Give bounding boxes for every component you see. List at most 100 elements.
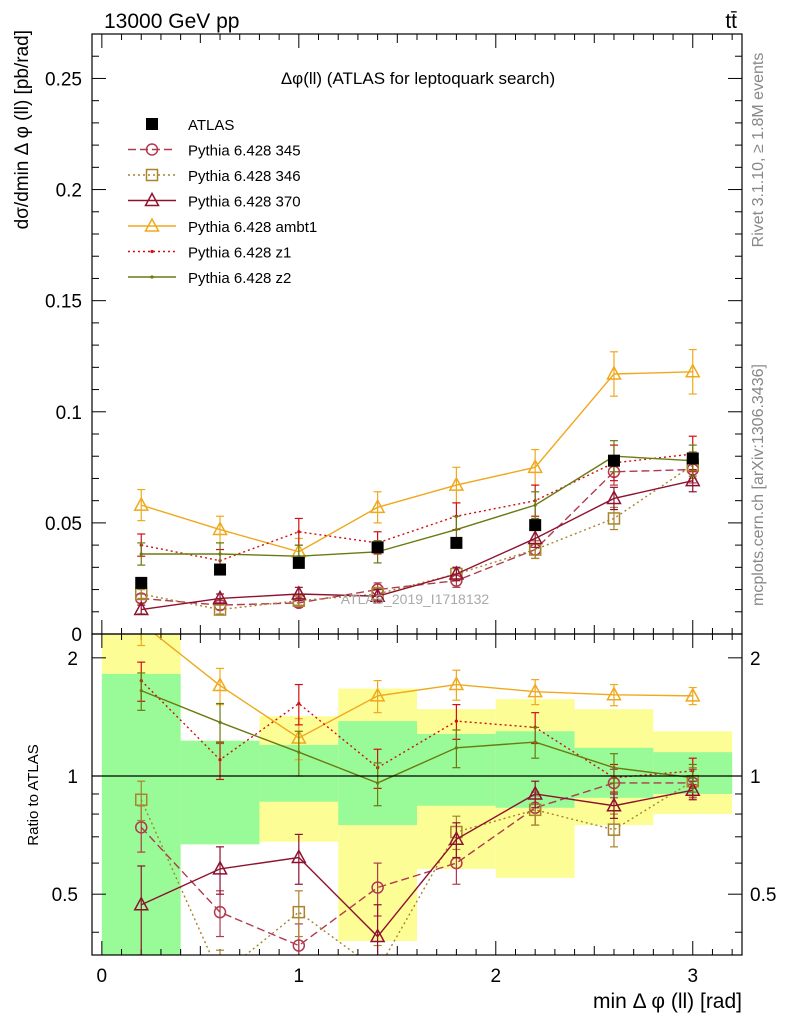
series-2-point [684, 472, 701, 487]
ratio-uncertainty-bands [101, 634, 733, 955]
rivet-version-label: Rivet 3.1.10, ≥ 1.8M events [750, 53, 767, 248]
legend-marker-2 [144, 191, 160, 207]
y-axis-label-main: dσ/dmin Δ φ (ll) [pb/rad] [12, 30, 33, 229]
x-tick-label: 1 [294, 966, 305, 987]
series-2-ratio-point [448, 830, 465, 846]
atlas-data-point [371, 541, 384, 554]
legend-marker-atlas [146, 118, 158, 130]
series-4-ratio-line [140, 680, 693, 779]
series-4-ratio-point [454, 719, 458, 723]
series-1-ratio-line [140, 780, 694, 955]
y-tick-label-main: 0.15 [45, 292, 82, 313]
y-tick-label-ratio-right: 0.5 [750, 885, 776, 906]
atlas-data-point [529, 519, 542, 532]
y-axis-label-ratio: Ratio to ATLAS [25, 744, 42, 845]
y-tick-label-ratio: 1 [67, 767, 78, 788]
series-2-ratio-point [369, 927, 386, 943]
series-5-ratio-point [454, 746, 458, 750]
atlas-data-point [450, 536, 463, 549]
atlas-data-point [135, 576, 148, 589]
series-1-point [607, 512, 621, 525]
atlas-data-point [292, 556, 305, 569]
series-3-ratio-point [606, 686, 622, 701]
series-2-ratio-point [133, 896, 150, 911]
y-tick-label-main: 0.2 [56, 181, 82, 202]
legend-marker-1 [145, 168, 159, 182]
series-3-point [527, 458, 543, 474]
series-0-ratio-point [213, 905, 227, 919]
series-5-ratio-line [140, 689, 693, 784]
series-1-ratio-point [372, 965, 383, 976]
series-5-line [141, 455, 693, 557]
y-tick-label-main: 0 [71, 625, 82, 646]
y-tick-label-ratio-right: 1 [750, 767, 761, 788]
series-2-point [369, 587, 386, 602]
series-3-ratio-point [212, 676, 228, 692]
series-5-point [454, 527, 458, 532]
series-4-ratio-point [218, 758, 222, 762]
series-1-ratio-point [215, 970, 226, 981]
series-4-ratio-point [297, 701, 301, 706]
series-3-point [212, 520, 228, 536]
series-1-ratio-point [607, 823, 621, 836]
series-1-ratio-point [134, 793, 148, 807]
legend-label-1: Pythia 6.428 346 [188, 168, 301, 185]
legend-label-0: Pythia 6.428 345 [188, 143, 301, 160]
y-tick-label-main: 0.05 [45, 514, 82, 535]
series-5-ratio-point [533, 740, 537, 744]
y-tick-label-ratio-right: 2 [750, 649, 761, 670]
legend-label-4: Pythia 6.428 z1 [188, 245, 291, 262]
series-5-point [139, 552, 143, 556]
series-5-ratio-point [218, 720, 222, 724]
series-5-ratio-point [691, 776, 695, 780]
series-2-line [141, 479, 693, 611]
atlas-data-point [686, 452, 699, 465]
legend-marker-4 [150, 249, 154, 254]
series-3-ratio-point [369, 687, 386, 702]
series-2-ratio-point [291, 848, 307, 864]
legend-marker-3 [144, 217, 160, 232]
series-2-point [527, 529, 543, 545]
series-5-ratio-point [612, 766, 616, 770]
x-tick-label: 2 [490, 966, 501, 987]
x-axis-label: min Δ φ (ll) [rad] [593, 990, 742, 1013]
ratio-plot-frame [91, 633, 743, 956]
series-5-ratio-point [139, 689, 143, 693]
series-2-ratio-point [527, 785, 543, 800]
x-tick-label: 3 [687, 966, 698, 987]
series-2-ratio-line [140, 789, 693, 938]
series-0-ratio-point [371, 881, 384, 894]
series-4-point [297, 530, 301, 534]
legend-marker-0 [145, 143, 159, 156]
chart-title: Δφ(ll) (ATLAS for leptoquark search) [281, 69, 555, 88]
series-5-ratio-point [297, 750, 301, 754]
series-0-ratio-line [140, 782, 693, 947]
y-tick-label-main: 0.25 [45, 69, 82, 90]
series-4-line [141, 453, 693, 562]
legend-label-5: Pythia 6.428 z2 [188, 270, 291, 287]
legend-marker-5 [150, 275, 154, 279]
series-2-point [291, 585, 307, 600]
axis-ticks: 0 1 2 3 0 0.05 0.1 0.15 0.2 0.25 0.5 0.5 1 1 2 2 [45, 33, 776, 987]
series-2-point [212, 589, 228, 605]
legend-label-2: Pythia 6.428 370 [188, 194, 301, 211]
series-0-ratio-point [292, 939, 306, 952]
series-3-point [606, 365, 622, 380]
series-5-point [533, 503, 537, 507]
series-3-ratio-line [153, 634, 693, 739]
series-2-ratio-point [606, 797, 622, 812]
analysis-watermark: ATLAS_2019_I1718132 [341, 591, 490, 607]
series-3-point [684, 363, 701, 378]
series-3-line [141, 371, 693, 553]
atlas-data-point [607, 454, 620, 467]
legend-label-3: Pythia 6.428 ambt1 [188, 219, 317, 236]
atlas-data-point [214, 563, 227, 576]
series-3-ratio-point [448, 675, 465, 691]
y-tick-label-ratio: 0.5 [52, 885, 78, 906]
legend: ATLAS Pythia 6.428 345 Pythia 6.428 346 Pyt… [128, 117, 317, 287]
series-5-ratio-point [376, 781, 380, 785]
series-3-ratio-point [527, 683, 543, 698]
series-2-ratio-point [212, 860, 228, 875]
